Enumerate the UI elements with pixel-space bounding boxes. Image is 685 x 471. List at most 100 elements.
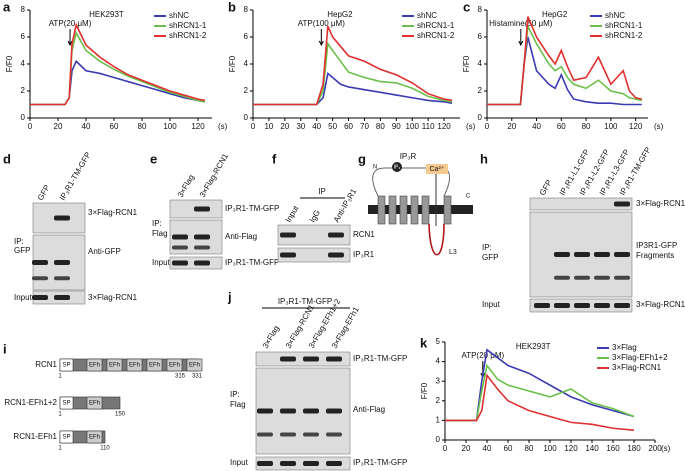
blot-band: [54, 295, 70, 300]
annotation: ATP(20 μM): [49, 19, 92, 28]
y-tick-label: 8: [21, 5, 26, 14]
legend-label: shRCN1-2: [417, 31, 455, 40]
x-tick-label: 40: [312, 122, 321, 131]
blot-band: [32, 276, 48, 281]
blot-band: [303, 461, 319, 466]
blot-label: IP:: [230, 390, 240, 399]
x-tick-label: 40: [483, 444, 492, 453]
blot-band: [172, 245, 188, 250]
blot-label: IP₃R1-TM-GFP: [225, 258, 279, 267]
panel-letter: g: [358, 151, 366, 166]
panel-letter: b: [228, 0, 236, 14]
x-tick-label: 0: [251, 122, 256, 131]
y-tick-label: 0: [21, 113, 26, 122]
y-tick-label: 2: [244, 86, 249, 95]
helix: [443, 195, 452, 225]
blot-band: [280, 432, 296, 437]
series-line: [445, 373, 635, 431]
series-line: [445, 348, 635, 422]
x-tick-label: 100: [406, 122, 420, 131]
chart-title: HEK293T: [516, 342, 551, 351]
blot-band: [614, 252, 630, 257]
blot-band: [554, 252, 570, 257]
series-line: [30, 22, 206, 106]
membrane-diagram: [368, 162, 473, 256]
residue-number: 331: [192, 374, 203, 380]
blot-label: Input: [230, 458, 249, 467]
arrow-head: [518, 40, 524, 47]
blot-label: IP₃R1-TM-GFP: [225, 204, 279, 213]
y-tick-label: 1: [436, 416, 441, 425]
x-tick-label: 20: [462, 444, 471, 453]
y-tick-label: 8: [244, 5, 249, 14]
x-tick-label: 70: [360, 122, 369, 131]
panel-letter: j: [227, 289, 232, 304]
y-tick-label: 6: [244, 32, 249, 41]
blot-band: [594, 252, 610, 257]
blot-band: [280, 252, 296, 258]
x-tick-label: 40: [82, 122, 91, 131]
y-tick-label: 3: [436, 376, 441, 385]
blot-band: [574, 303, 590, 308]
diagram-label: L3: [449, 249, 457, 256]
y-tick-label: 4: [436, 357, 441, 366]
blot-band: [257, 408, 273, 414]
annotation: Histamine(50 μM): [489, 19, 553, 28]
y-tick-label: 5: [436, 337, 441, 346]
blot-band: [280, 356, 296, 362]
blot-band: [614, 275, 630, 280]
blot-band: [614, 201, 630, 207]
blot-band: [614, 303, 630, 308]
series-line: [445, 363, 635, 422]
blot-band: [257, 461, 273, 466]
blot-band: [554, 303, 570, 308]
lane-label: 3×Flag: [176, 173, 196, 199]
x-tick-label: 10: [264, 122, 273, 131]
x-tick-label: 100: [543, 444, 557, 453]
annotation: ATP(20 μM): [461, 351, 504, 360]
x-tick-label: 80: [376, 122, 385, 131]
y-tick-label: 0: [436, 435, 441, 444]
blot-label: 3×Flag-RCN1: [636, 199, 685, 208]
domain: [59, 430, 74, 444]
y-tick-label: 6: [478, 32, 483, 41]
domain: [186, 358, 203, 372]
lane-label: 3×Flag-RCN1: [198, 152, 231, 200]
blot-band: [194, 260, 210, 266]
blot-membrane: [277, 247, 351, 263]
x-tick-label: 60: [557, 122, 566, 131]
domain-label: SP: [62, 435, 70, 441]
x-tick-label: 40: [532, 122, 541, 131]
x-tick-label: 120: [437, 122, 451, 131]
blot-membrane: [277, 224, 351, 246]
x-tick-label: 100: [163, 122, 177, 131]
x-tick-label: 80: [582, 122, 591, 131]
series-line: [253, 25, 453, 106]
x-tick-label: 180: [627, 444, 641, 453]
x-tick-label: 0: [485, 122, 490, 131]
blot-band: [303, 432, 319, 437]
x-unit: (s): [661, 444, 671, 453]
blot-label: IP₃R1-TM-GFP: [353, 458, 407, 467]
blot-label: GFP: [482, 253, 498, 262]
ca-box: [426, 164, 448, 174]
legend-label: shNC: [417, 11, 437, 20]
blot-band: [534, 303, 550, 308]
domain: [86, 358, 103, 372]
x-tick-label: 120: [191, 122, 205, 131]
x-unit: (s): [654, 122, 664, 131]
x-tick-label: 90: [392, 122, 401, 131]
blot-band: [54, 276, 70, 281]
x-tick-label: 80: [138, 122, 147, 131]
blot-label: RCN1: [353, 230, 375, 239]
x-tick-label: 120: [564, 444, 578, 453]
blot-band: [54, 215, 70, 221]
residue-number: 315: [175, 374, 186, 380]
diagram-label: IP₃: [394, 164, 401, 170]
blot-band: [328, 232, 344, 238]
helix: [410, 195, 419, 225]
legend-label: shRCN1-1: [417, 21, 455, 30]
x-tick-label: 120: [629, 122, 643, 131]
diagram-label: IP₃R: [400, 152, 417, 161]
x-tick-label: 0: [443, 444, 448, 453]
